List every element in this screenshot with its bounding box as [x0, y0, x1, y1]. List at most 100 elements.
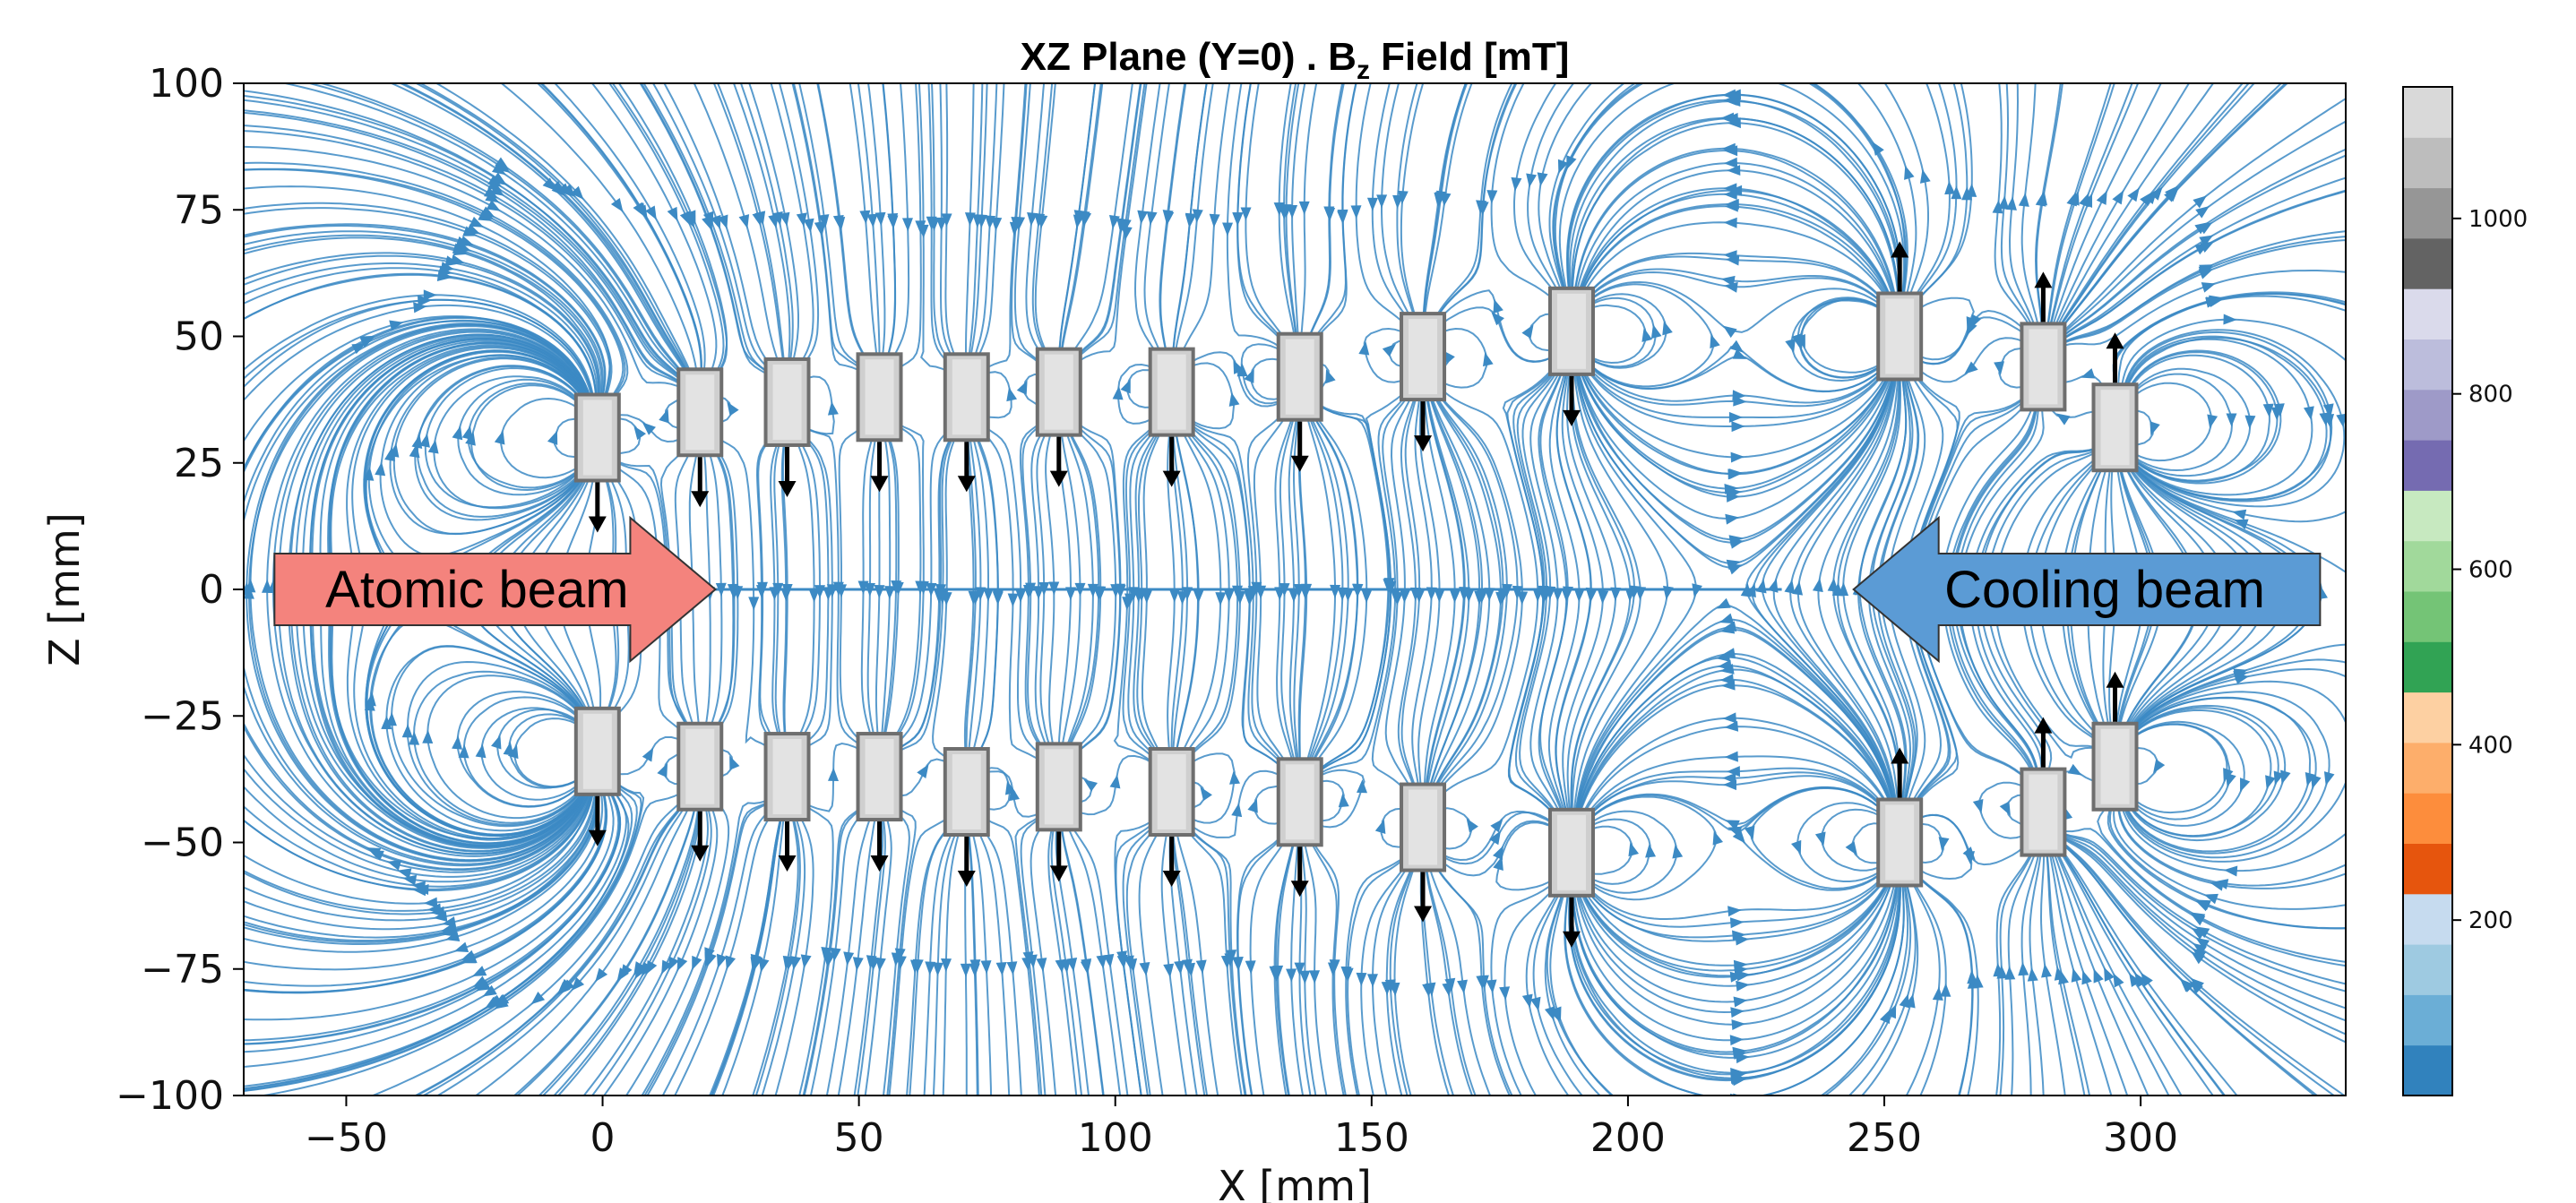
streamline-arrow — [934, 589, 945, 604]
streamline-arrow — [941, 958, 952, 973]
streamline-arrow — [1729, 917, 1745, 929]
streamline-arrow — [1382, 343, 1397, 357]
magnet-arrow-head — [2034, 271, 2053, 288]
streamline-arrow — [1342, 588, 1354, 602]
magnet-arrow-head — [870, 855, 889, 872]
streamline-arrow — [426, 903, 442, 915]
streamline-arrow — [1734, 965, 1748, 976]
streamline-arrow — [562, 184, 576, 198]
streamline-arrow — [1356, 972, 1367, 986]
streamline-arrow — [1728, 411, 1743, 423]
streamline-arrow — [1961, 186, 1973, 201]
streamline-arrow — [1245, 960, 1256, 975]
streamline — [1538, 83, 1593, 308]
magnet-highlight — [1885, 298, 1915, 374]
streamline-arrow — [668, 956, 679, 971]
streamline-arrow — [1650, 324, 1662, 339]
streamline-arrow — [1489, 830, 1501, 846]
streamline-arrow — [991, 217, 1003, 231]
streamline-arrow — [570, 185, 584, 200]
streamline-arrow — [1549, 1007, 1560, 1022]
streamline-arrow — [1724, 483, 1738, 494]
streamline-arrow — [1376, 194, 1388, 209]
streamline-arrow — [968, 590, 979, 605]
streamline-arrow — [2273, 403, 2285, 417]
streamline-arrow — [659, 408, 669, 424]
streamline-arrow — [1163, 963, 1175, 978]
streamline-arrow — [843, 951, 855, 967]
streamline-arrow — [2195, 206, 2210, 219]
streamline-arrow — [1181, 958, 1193, 974]
streamline-arrow — [1168, 589, 1180, 603]
streamline — [1159, 83, 1186, 373]
magnet-arrow-head — [588, 516, 607, 533]
streamline-arrow — [1499, 986, 1511, 1001]
streamline-arrow — [1146, 211, 1158, 226]
streamline-arrow — [827, 401, 839, 416]
streamline-arrow — [1006, 387, 1018, 402]
streamline-arrow — [633, 961, 646, 976]
streamline-arrow — [542, 177, 556, 191]
streamline-arrow — [1812, 578, 1823, 593]
streamline-arrow — [244, 585, 254, 599]
streamline-arrow — [1529, 996, 1541, 1011]
magnets — [573, 241, 2139, 948]
streamline-arrow — [2004, 966, 2016, 980]
streamline-arrow — [1733, 395, 1747, 407]
streamline-arrow — [1733, 1049, 1747, 1060]
streamline-arrow — [2127, 187, 2140, 202]
streamline-arrow — [458, 744, 470, 759]
colorbar-segment — [2403, 843, 2452, 895]
streamline-arrow — [409, 443, 420, 459]
x-tick-label: 250 — [1847, 1115, 1922, 1161]
streamline-arrow — [995, 961, 1007, 976]
streamline-arrow — [469, 216, 484, 228]
streamline-arrow — [725, 955, 737, 970]
y-tick-label: 100 — [149, 61, 224, 107]
magnet-highlight — [1044, 354, 1073, 430]
streamline-arrow — [727, 401, 739, 417]
streamline-arrow — [1938, 837, 1950, 851]
streamline-arrow — [2066, 192, 2077, 207]
streamline-arrow — [472, 966, 487, 976]
streamline-arrow — [750, 957, 762, 972]
streamline-arrow — [1919, 168, 1931, 184]
streamline-arrow — [476, 979, 491, 992]
streamline-arrow — [1501, 583, 1512, 598]
streamline-arrow — [1730, 1007, 1745, 1018]
magnet — [1547, 286, 1595, 426]
x-axis-label: X [mm] — [1218, 1162, 1372, 1203]
streamline-arrow — [1719, 55, 1732, 66]
streamline-arrow — [551, 183, 565, 197]
streamline-arrow — [1288, 589, 1300, 603]
streamline — [1558, 83, 1905, 313]
x-tick-label: 50 — [834, 1115, 884, 1161]
streamline-arrow — [1356, 779, 1367, 794]
streamline-arrow — [717, 953, 728, 968]
streamline-arrow — [1962, 846, 1976, 861]
streamline-arrow — [1474, 590, 1486, 605]
streamline-arrow — [1287, 204, 1298, 219]
streamline-arrow — [1060, 958, 1071, 974]
magnet-arrow-head — [2106, 332, 2124, 349]
streamline-arrow — [1325, 369, 1336, 384]
streamline-arrow — [667, 206, 678, 222]
colorbar-segment — [2403, 1044, 2452, 1096]
streamline-arrow — [1232, 956, 1244, 971]
streamline-arrow — [1730, 451, 1745, 463]
streamline-arrow — [2164, 188, 2177, 202]
streamline-arrow — [748, 597, 760, 611]
streamline-arrow — [785, 956, 797, 970]
streamline-arrow — [1994, 361, 2005, 375]
streamline-arrow — [1785, 338, 1796, 353]
streamline-arrow — [642, 422, 656, 435]
magnet — [2020, 717, 2067, 857]
streamline-arrow — [2233, 670, 2248, 682]
magnet-arrow-head — [778, 480, 797, 497]
streamline-arrow — [1722, 325, 1737, 339]
streamline-arrow — [2054, 966, 2065, 981]
streamline-arrow — [969, 963, 980, 977]
y-tick-label: 0 — [199, 567, 224, 613]
streamline — [1553, 83, 1908, 317]
